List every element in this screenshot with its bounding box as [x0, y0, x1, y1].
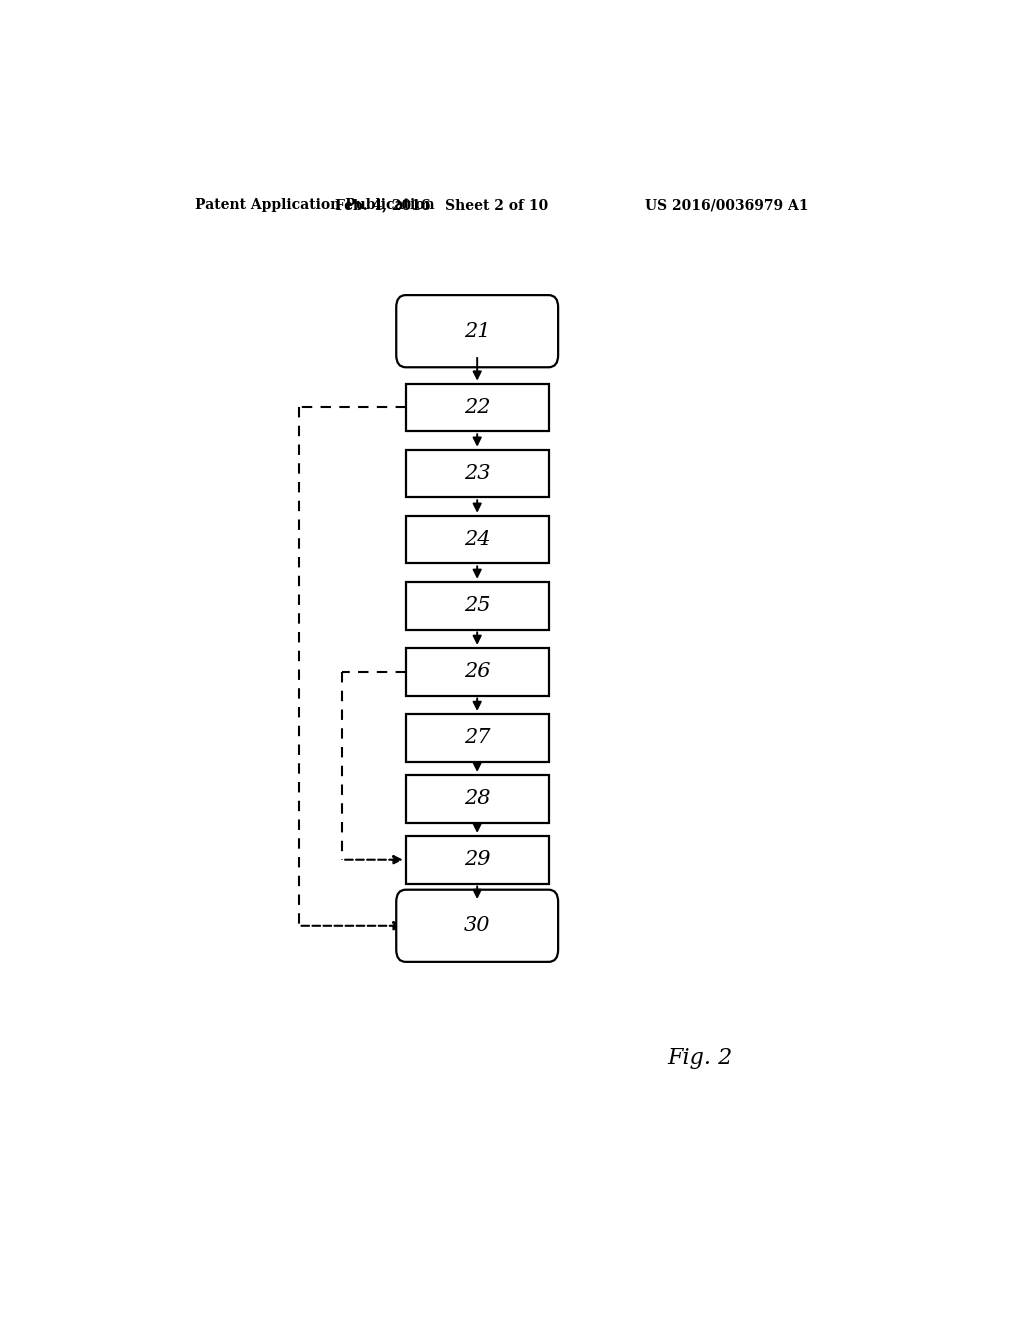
Text: Patent Application Publication: Patent Application Publication	[196, 198, 435, 213]
Text: Feb. 4, 2016   Sheet 2 of 10: Feb. 4, 2016 Sheet 2 of 10	[335, 198, 548, 213]
Text: 30: 30	[464, 916, 490, 936]
Text: 27: 27	[464, 729, 490, 747]
FancyBboxPatch shape	[406, 582, 549, 630]
FancyBboxPatch shape	[406, 836, 549, 883]
Text: 26: 26	[464, 663, 490, 681]
Text: 22: 22	[464, 397, 490, 417]
Text: 25: 25	[464, 597, 490, 615]
Text: 29: 29	[464, 850, 490, 869]
FancyBboxPatch shape	[406, 384, 549, 432]
FancyBboxPatch shape	[406, 775, 549, 822]
Text: 28: 28	[464, 789, 490, 808]
FancyBboxPatch shape	[406, 648, 549, 696]
FancyBboxPatch shape	[406, 516, 549, 564]
Text: US 2016/0036979 A1: US 2016/0036979 A1	[645, 198, 809, 213]
FancyBboxPatch shape	[396, 296, 558, 367]
FancyBboxPatch shape	[406, 450, 549, 498]
Text: 21: 21	[464, 322, 490, 341]
Text: Fig. 2: Fig. 2	[668, 1047, 733, 1069]
Text: 23: 23	[464, 465, 490, 483]
FancyBboxPatch shape	[396, 890, 558, 962]
Text: 24: 24	[464, 531, 490, 549]
FancyBboxPatch shape	[406, 714, 549, 762]
